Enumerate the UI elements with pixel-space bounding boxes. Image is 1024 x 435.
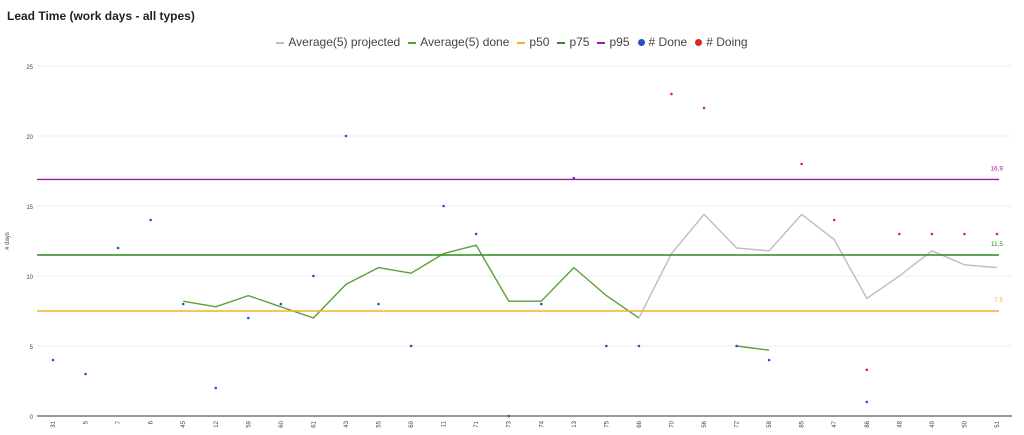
x-tick-label: 86 [865, 420, 871, 427]
doing-point [832, 218, 836, 222]
x-tick-label: 59 [246, 420, 252, 427]
doing-point [702, 106, 706, 110]
done-point [51, 358, 55, 362]
x-tick-label: 66 [637, 420, 643, 427]
x-tick-label: 75 [604, 420, 610, 427]
legend-label: p50 [529, 34, 550, 49]
legend-label: p95 [609, 34, 630, 49]
x-tick-label: 74 [539, 420, 545, 427]
x-tick-label: 43 [344, 420, 350, 427]
legend-item-avg_projected[interactable]: Average(5) projected [276, 35, 400, 49]
done-point [247, 316, 250, 320]
legend-label: p75 [569, 34, 590, 49]
done-point [181, 302, 185, 306]
legend-label: # Done [648, 34, 688, 49]
x-tick-label: 69 [409, 420, 415, 427]
p50-label: 7,5 [994, 297, 1003, 304]
done-point [605, 344, 608, 348]
done-point [344, 134, 348, 138]
y-axis-label: # days [5, 232, 11, 250]
x-tick-label: 6 [149, 420, 155, 424]
done-point [865, 400, 869, 404]
done-point [409, 344, 413, 348]
legend-item-p75[interactable]: p75 [557, 35, 589, 49]
x-tick-label: 48 [897, 420, 903, 427]
doing-point [898, 232, 901, 236]
legend-item-doing[interactable]: # Doing [695, 34, 748, 49]
doing-point [865, 368, 869, 372]
x-tick-label: 51 [995, 420, 1001, 427]
x-tick-label: 55 [377, 420, 383, 427]
x-tick-label: 71 [474, 420, 480, 427]
legend-swatch [695, 39, 703, 47]
x-tick-label: 50 [962, 420, 968, 427]
y-tick-label: 20 [26, 135, 33, 141]
doing-point [800, 162, 803, 166]
done-point [312, 274, 315, 278]
legend-swatch [597, 41, 606, 44]
x-tick-label: 7 [116, 420, 122, 424]
x-tick-label: 61 [311, 420, 317, 427]
done-point [572, 176, 576, 180]
doing-point [963, 232, 966, 236]
legend-swatch [557, 41, 566, 44]
x-tick-label: 73 [507, 420, 513, 427]
x-tick-label: 47 [832, 420, 838, 427]
y-tick-label: 10 [26, 275, 33, 281]
done-point [442, 204, 445, 208]
x-tick-label: 56 [702, 420, 708, 427]
doing-point [670, 92, 673, 96]
done-point [279, 302, 283, 306]
x-tick-label: 31 [51, 420, 57, 427]
p95-label: 16,9 [990, 165, 1003, 172]
legend-label: Average(5) projected [288, 34, 401, 49]
x-tick-label: 11 [442, 420, 448, 427]
done-point [735, 344, 738, 348]
y-tick-label: 15 [26, 205, 33, 211]
chart-title: Lead Time (work days - all types) [7, 9, 195, 23]
y-tick-label: 5 [30, 345, 34, 351]
avg_done-line [183, 244, 640, 319]
x-tick-label: 70 [669, 420, 675, 427]
done-point [377, 302, 380, 306]
chart-legend: Average(5) projected Average(5) done p50 p7… [0, 34, 1024, 49]
legend-swatch [408, 41, 417, 44]
x-tick-label: 12 [214, 420, 220, 427]
x-tick-label: 72 [735, 420, 741, 427]
p75-label: 11,5 [991, 241, 1004, 248]
legend-swatch [517, 41, 526, 44]
x-tick-label: 85 [800, 420, 806, 427]
done-point [767, 358, 771, 362]
done-point [507, 414, 511, 418]
avg_done-line [736, 345, 770, 351]
legend-item-p95[interactable]: p95 [597, 34, 630, 49]
y-tick-label: 0 [30, 415, 34, 421]
legend-swatch [276, 41, 285, 44]
legend-label: Average(5) done [420, 34, 510, 49]
done-point [474, 232, 478, 236]
avg_projected-line [638, 213, 998, 319]
legend-item-avg_done[interactable]: Average(5) done [408, 35, 509, 49]
legend-swatch [637, 39, 645, 47]
legend-item-p50[interactable]: p50 [517, 35, 549, 49]
done-point [637, 344, 641, 348]
doing-point [995, 232, 999, 236]
done-point [149, 218, 152, 222]
legend-label: # Doing [706, 34, 748, 49]
x-tick-label: 58 [767, 420, 773, 427]
done-point [84, 372, 87, 376]
done-point [116, 246, 120, 250]
x-tick-label: 5 [84, 420, 90, 424]
x-tick-label: 13 [572, 420, 578, 427]
x-tick-label: 45 [181, 420, 187, 427]
legend-item-done[interactable]: # Done [637, 34, 688, 49]
x-tick-label: 49 [930, 420, 936, 427]
done-point [539, 302, 543, 306]
done-point [214, 386, 218, 390]
doing-point [930, 232, 934, 236]
y-tick-label: 25 [26, 65, 33, 71]
x-tick-label: 60 [279, 420, 285, 427]
